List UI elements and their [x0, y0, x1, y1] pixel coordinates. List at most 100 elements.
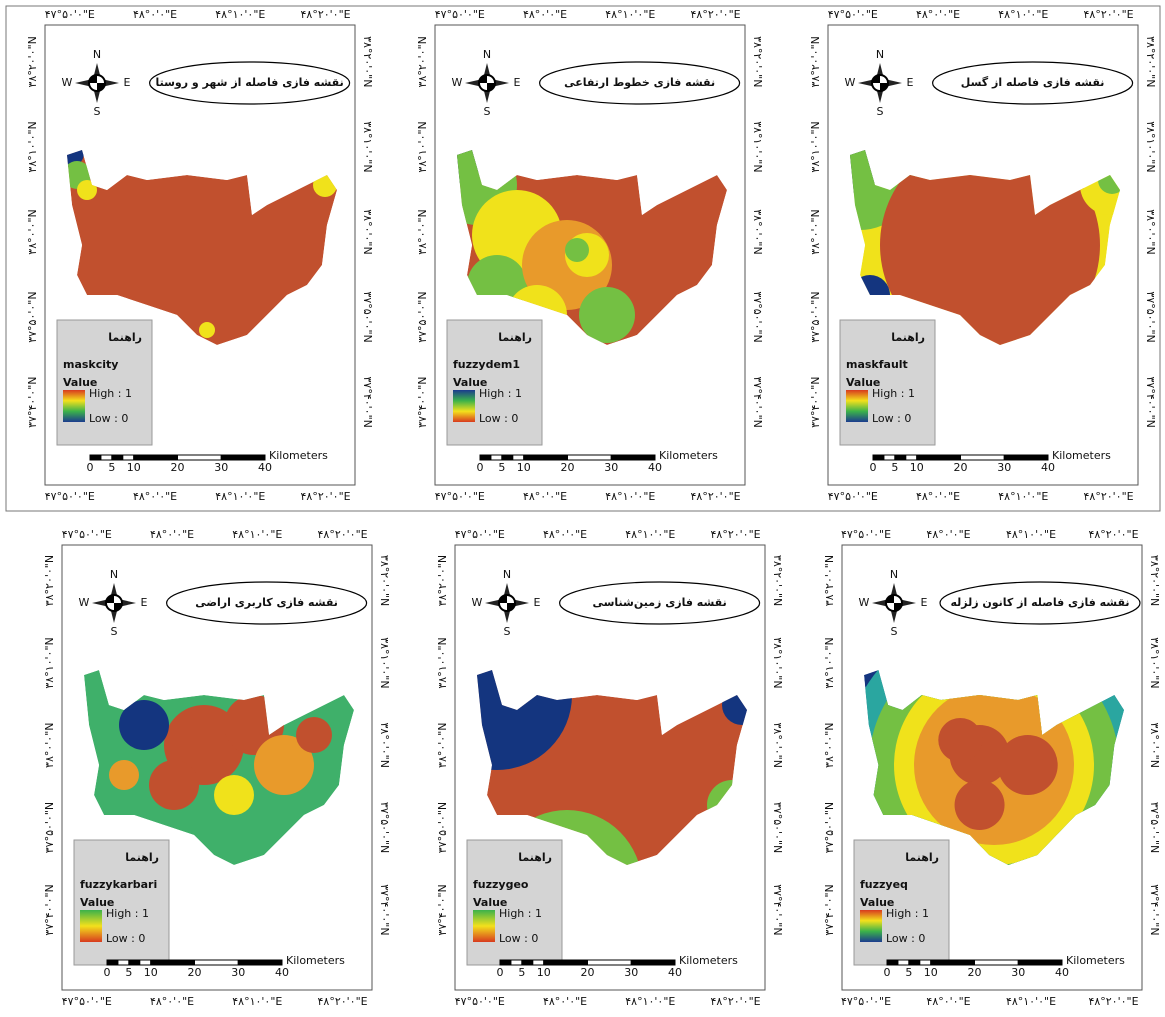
legend-low: Low : 0 [499, 932, 538, 945]
scale-label: 10 [144, 966, 158, 979]
scale-segment [544, 960, 588, 965]
scale-segment [895, 455, 906, 460]
compass-e: E [534, 596, 541, 609]
scale-segment [123, 455, 134, 460]
legend-high: High : 1 [106, 907, 149, 920]
scale-label: 20 [188, 966, 202, 979]
scale-segment [873, 455, 884, 460]
latitude-label: ۳۸°۲۰'۰"N [823, 555, 836, 606]
longitude-label: ۴۸°۲۰'۰"E [691, 490, 741, 503]
scale-label: 30 [997, 461, 1011, 474]
legend-ramp [473, 910, 495, 942]
legend-heading: راهنما [891, 331, 925, 344]
latitude-label: ۳۷°۵۰'۰"N [416, 291, 429, 342]
figure: ۴۷°۵۰'۰"E ۴۷°۵۰'۰"E ۴۸°۰'۰"E ۴۸°۰'۰"E ۴۸°۱۰'… [0, 0, 1165, 1017]
longitude-label: ۴۸°۱۰'۰"E [998, 8, 1048, 21]
legend-ramp [80, 910, 102, 942]
compass-e: E [514, 76, 521, 89]
longitude-label: ۴۸°۱۰'۰"E [998, 490, 1048, 503]
latitude-label: ۳۸°۱۰'۰"N [823, 637, 836, 688]
longitude-label: ۴۷°۵۰'۰"E [455, 528, 505, 541]
map-title: نقشه فازی زمین‌شناسی [592, 596, 726, 609]
compass-s: S [94, 105, 101, 118]
latitude-label: ۳۷°۵۰'۰"N [43, 802, 56, 853]
map-title: نقشه فازی خطوط ارتفاعی [564, 76, 715, 89]
scale-segment [221, 455, 265, 460]
latitude-label: ۳۸°۰'۰"N [361, 209, 374, 254]
latitude-label: ۳۷°۵۰'۰"N [771, 802, 784, 853]
scale-segment [920, 960, 931, 965]
latitude-label: ۳۸°۰'۰"N [751, 209, 764, 254]
legend-heading: راهنما [498, 331, 532, 344]
scale-label: 5 [518, 966, 525, 979]
latitude-label: ۳۸°۲۰'۰"N [1148, 555, 1161, 606]
latitude-label: ۳۸°۲۰'۰"N [378, 555, 391, 606]
scale-label: 40 [1041, 461, 1055, 474]
scale-segment [118, 960, 129, 965]
map-panel: ۴۷°۵۰'۰"E۴۷°۵۰'۰"E۴۸°۰'۰"E۴۸°۰'۰"E۴۸°۱۰'… [805, 8, 1157, 503]
longitude-label: ۴۷°۵۰'۰"E [828, 8, 878, 21]
longitude-label: ۴۸°۲۰'۰"E [1084, 490, 1134, 503]
scale-label: 20 [954, 461, 968, 474]
compass-s: S [877, 105, 884, 118]
latitude-label: ۳۷°۴۰'۰"N [771, 884, 784, 935]
legend-layer: fuzzydem1 [453, 358, 520, 371]
scale-segment [522, 960, 533, 965]
latitude-label: ۳۸°۱۰'۰"N [1148, 637, 1161, 688]
legend-layer: maskfault [846, 358, 908, 371]
compass-e: E [907, 76, 914, 89]
scale-segment [480, 455, 491, 460]
map-zone [296, 717, 332, 753]
latitude-label: ۳۸°۰'۰"N [26, 209, 39, 254]
latitude-label: ۳۷°۴۰'۰"N [809, 377, 822, 428]
map-panel: ۴۷°۵۰'۰"E۴۷°۵۰'۰"E۴۸°۰'۰"E۴۸°۰'۰"E۴۸°۱۰'… [823, 528, 1161, 1008]
scale-segment [238, 960, 282, 965]
longitude-label: ۴۷°۵۰'۰"E [841, 995, 891, 1008]
scale-label: 10 [537, 966, 551, 979]
compass-e: E [124, 76, 131, 89]
compass-w: W [859, 596, 870, 609]
longitude-label: ۴۸°۰'۰"E [543, 995, 587, 1008]
latitude-label: ۳۷°۵۰'۰"N [1144, 291, 1157, 342]
longitude-label: ۴۸°۲۰'۰"E [1084, 8, 1134, 21]
map-zone [579, 287, 635, 343]
latitude-label: ۳۸°۲۰'۰"N [771, 555, 784, 606]
scale-segment [1004, 455, 1048, 460]
scale-unit: Kilometers [269, 449, 328, 462]
scale-unit: Kilometers [286, 954, 345, 967]
scale-label: 5 [108, 461, 115, 474]
compass-e: E [921, 596, 928, 609]
map-zone [938, 718, 982, 762]
map-title: نقشه فازی فاصله از شهر و روستا [155, 76, 343, 89]
legend-high: High : 1 [479, 387, 522, 400]
scale-segment [588, 960, 632, 965]
latitude-label: ۳۸°۰'۰"N [436, 723, 449, 768]
longitude-label: ۴۸°۰'۰"E [150, 528, 194, 541]
scale-segment [511, 960, 522, 965]
longitude-label: ۴۸°۰'۰"E [133, 8, 177, 21]
latitude-label: ۳۸°۰'۰"N [1148, 723, 1161, 768]
longitude-label: ۴۷°۵۰'۰"E [435, 8, 485, 21]
legend-low: Low : 0 [89, 412, 128, 425]
longitude-label: ۴۸°۲۰'۰"E [1088, 528, 1138, 541]
map-title: نقشه فازی فاصله از کانون زلزله [950, 596, 1129, 609]
map-zone [998, 735, 1058, 795]
latitude-label: ۳۷°۵۰'۰"N [1148, 802, 1161, 853]
legend-ramp [453, 390, 475, 422]
legend-layer: fuzzykarbari [80, 878, 157, 891]
latitude-label: ۳۷°۴۰'۰"N [1148, 884, 1161, 935]
compass-n: N [110, 568, 118, 581]
legend-low: Low : 0 [106, 932, 145, 945]
latitude-label: ۳۸°۱۰'۰"N [378, 637, 391, 688]
legend-ramp [860, 910, 882, 942]
legend-heading: راهنما [905, 851, 939, 864]
latitude-label: ۳۷°۵۰'۰"N [751, 291, 764, 342]
legend-layer: fuzzyeq [860, 878, 908, 891]
longitude-label: ۴۸°۲۰'۰"E [318, 995, 368, 1008]
scale-segment [884, 455, 895, 460]
latitude-label: ۳۸°۲۰'۰"N [43, 555, 56, 606]
compass-n: N [890, 568, 898, 581]
map-panel: ۴۷°۵۰'۰"E۴۷°۵۰'۰"E۴۸°۰'۰"E۴۸°۰'۰"E۴۸°۱۰'… [422, 528, 784, 1008]
legend-heading: راهنما [125, 851, 159, 864]
latitude-label: ۳۸°۰'۰"N [416, 209, 429, 254]
